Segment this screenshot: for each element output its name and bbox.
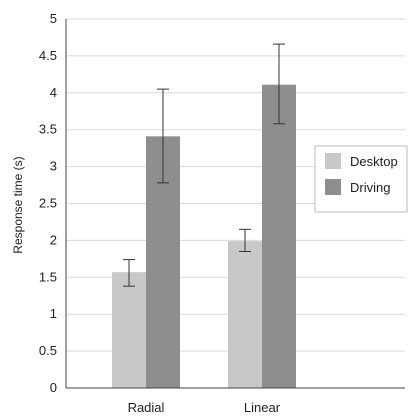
x-category-labels: Radial Linear — [128, 400, 281, 415]
legend-label-driving: Driving — [350, 180, 390, 195]
x-category-label: Radial — [128, 400, 165, 415]
y-tick-label: 3.5 — [39, 122, 57, 137]
x-category-label: Linear — [244, 400, 281, 415]
legend: Desktop Driving — [314, 145, 408, 213]
bar-desktop-radial — [112, 272, 146, 388]
y-tick-labels: 0 0.5 1 1.5 2 2.5 3 3.5 4 4.5 5 — [39, 11, 57, 395]
bar-desktop-linear — [228, 241, 262, 388]
y-tick-label: 4.5 — [39, 48, 57, 63]
bar-driving-linear — [262, 84, 296, 388]
legend-swatch-desktop — [325, 153, 341, 169]
y-tick-label: 1 — [50, 306, 57, 321]
y-tick-label: 1.5 — [39, 269, 57, 284]
legend-swatch-driving — [325, 179, 341, 195]
error-bars — [123, 43, 285, 287]
y-tick-label: 2 — [50, 232, 57, 247]
y-tick-label: 5 — [50, 11, 57, 26]
y-tick-label: 4 — [50, 85, 57, 100]
y-tick-label: 2.5 — [39, 196, 57, 211]
y-tick-label: 0.5 — [39, 343, 57, 358]
y-tick-label: 3 — [50, 159, 57, 174]
bars — [112, 84, 296, 388]
legend-label-desktop: Desktop — [350, 154, 398, 169]
axes — [65, 19, 405, 389]
y-tick-label: 0 — [50, 380, 57, 395]
y-axis-title: Response time (s) — [11, 156, 25, 253]
